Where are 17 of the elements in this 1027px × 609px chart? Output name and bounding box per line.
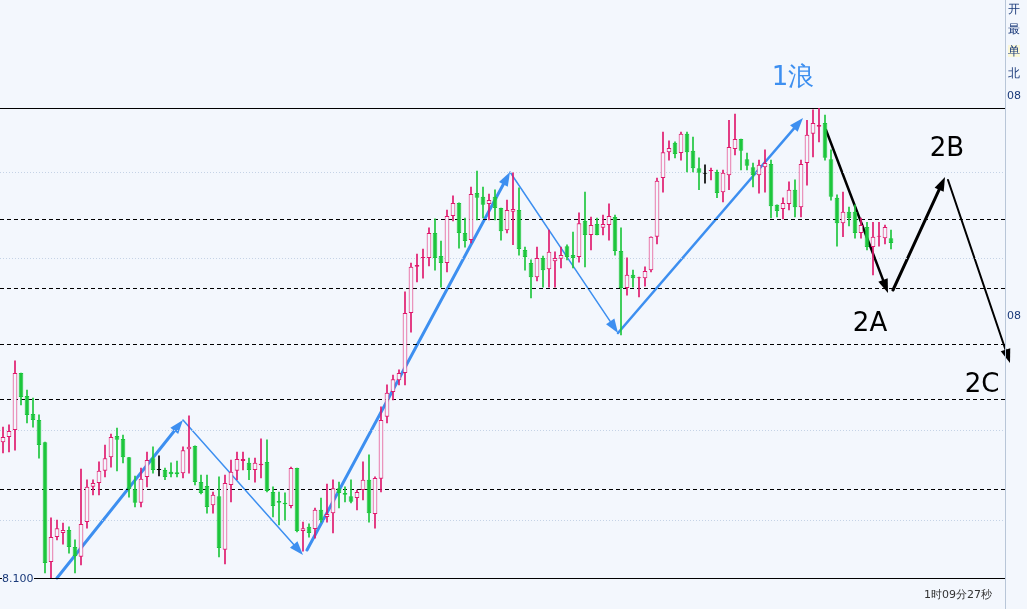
candlestick (60, 522, 66, 545)
candlestick (570, 231, 576, 269)
annotation: 2A (852, 307, 888, 337)
text: 1时09分27秒 (924, 587, 992, 601)
text: 开 (1008, 2, 1020, 16)
candlestick (300, 521, 306, 552)
text: 最 (1008, 22, 1020, 36)
text: 1浪 (771, 61, 815, 91)
text: 北 (1008, 66, 1020, 80)
text: 2B (929, 132, 965, 162)
text: 2C (964, 368, 1000, 398)
text: 08 (1007, 89, 1021, 102)
text: 单 (1008, 44, 1020, 58)
text: 08 (1007, 309, 1021, 322)
annotation: 8.100 (2, 572, 34, 585)
candlestick (510, 172, 516, 246)
candlestick (324, 483, 330, 523)
